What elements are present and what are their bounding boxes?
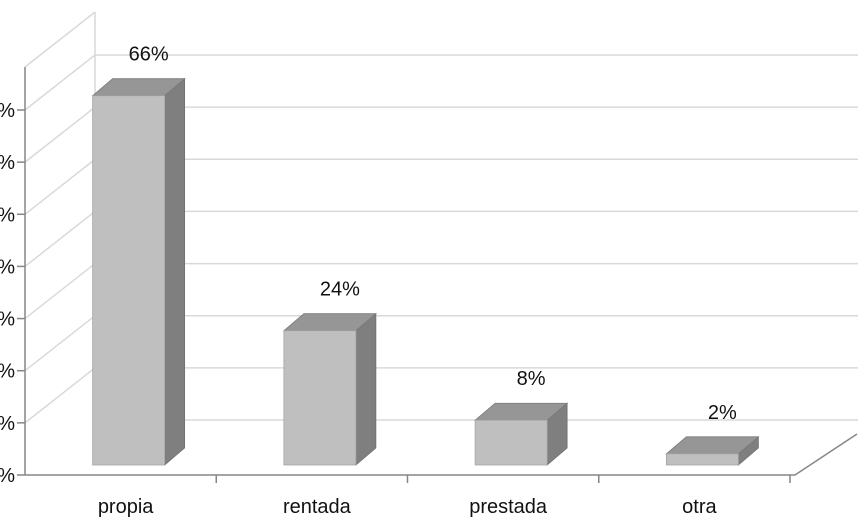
axes: [24, 67, 858, 483]
y-tick-label: 40%: [0, 256, 15, 278]
data-labels: 66% 24% 8% 2%: [129, 44, 737, 424]
y-tick-label: 0%: [0, 465, 15, 487]
x-tick-label: rentada: [283, 496, 352, 518]
bar-prestada: [474, 402, 569, 466]
bar-front: [283, 330, 357, 466]
data-label: 24%: [320, 279, 360, 301]
bar-side: [355, 312, 377, 466]
bar-front: [665, 453, 739, 466]
gridline: [24, 54, 858, 111]
x-tick-label: otra: [682, 496, 717, 518]
y-tick-labels: 0% 10% 20% 30% 40% 50% 60% 70%: [0, 100, 15, 487]
y-tick-label: 70%: [0, 100, 15, 122]
x-tick-label: prestada: [469, 496, 548, 518]
bar-rentada: [282, 312, 377, 466]
x-axis-line: [25, 433, 858, 476]
side-wall-top-edge: [24, 11, 96, 68]
bars: [91, 77, 760, 466]
data-label: 2%: [708, 402, 737, 424]
bar-side: [164, 77, 186, 466]
x-tick-label: propia: [98, 496, 154, 518]
bar-front: [92, 95, 166, 466]
data-label: 8%: [517, 368, 546, 390]
y-tick-label: 20%: [0, 361, 15, 383]
bar-otra: [665, 435, 760, 466]
x-tick-labels: propia rentada prestada otra: [98, 496, 718, 518]
y-tick-label: 10%: [0, 413, 15, 435]
data-label: 66%: [129, 44, 169, 66]
y-tick-label: 50%: [0, 204, 15, 226]
bar-propia: [91, 77, 186, 466]
y-tick-label: 30%: [0, 309, 15, 331]
y-tick-label: 60%: [0, 152, 15, 174]
bar-front: [474, 419, 548, 466]
